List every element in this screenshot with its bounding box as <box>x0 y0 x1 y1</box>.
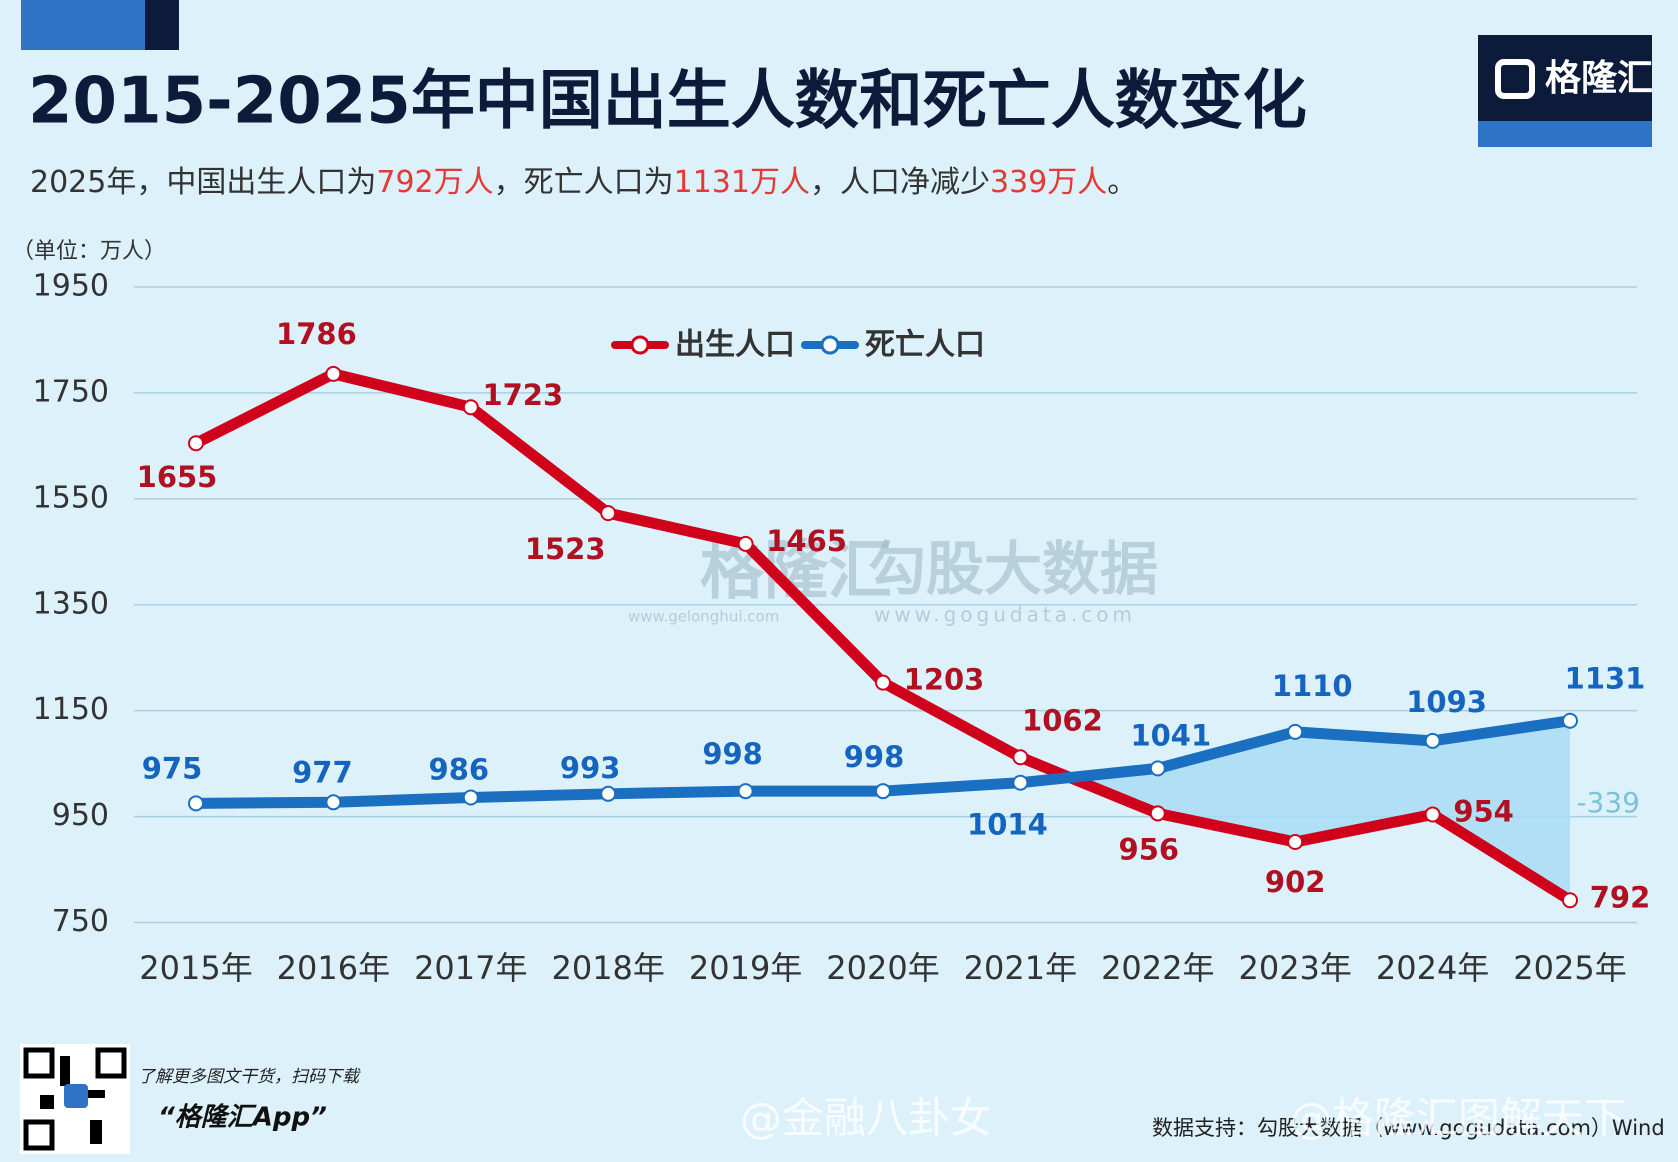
point <box>325 794 342 811</box>
subtitle-part: 。 <box>1107 165 1137 200</box>
point <box>737 535 754 552</box>
watermark: www.gogudata.com <box>874 603 1136 627</box>
data-label: 792 <box>1590 880 1651 914</box>
logo-strip <box>1478 121 1652 147</box>
x-tick-label: 2015年 <box>139 949 252 987</box>
logo-box <box>1478 35 1652 121</box>
point <box>188 795 204 812</box>
header-bar-dark <box>145 0 179 50</box>
point <box>1562 892 1578 909</box>
point <box>600 505 617 522</box>
data-label: 998 <box>844 740 905 774</box>
subtitle-part: 2025年，中国出生人口为 <box>30 165 376 200</box>
data-label: 998 <box>702 737 763 771</box>
data-label: 956 <box>1119 832 1180 866</box>
header-bar <box>21 0 145 50</box>
data-label: 1655 <box>137 460 218 494</box>
y-tick-label: 1750 <box>33 374 109 409</box>
footer-promo: 了解更多图文干货，扫码下载 <box>138 1067 361 1087</box>
data-label: 1723 <box>482 378 563 412</box>
footer-source: 数据支持：勾股大数据（www.gogudata.com）Wind <box>1152 1116 1665 1140</box>
subtitle-part: 339万人 <box>990 165 1107 200</box>
data-label: 1786 <box>276 317 357 351</box>
point <box>875 674 891 691</box>
data-label: 1523 <box>525 532 606 566</box>
x-tick-label: 2025年 <box>1513 949 1626 987</box>
subtitle-part: 792万人 <box>376 165 493 200</box>
watermark: 勾股大数据 <box>868 535 1158 603</box>
watermark: www.gelonghui.com <box>628 608 779 626</box>
x-tick-label: 2024年 <box>1376 949 1489 987</box>
data-label: 1062 <box>1022 703 1103 737</box>
point <box>1287 723 1304 740</box>
point <box>1012 749 1029 766</box>
subtitle: 2025年，中国出生人口为792万人，死亡人口为1131万人，人口净减少339万… <box>30 165 1137 200</box>
point <box>1012 774 1029 791</box>
point <box>1424 806 1441 823</box>
data-label: 1203 <box>904 663 985 697</box>
footer-app: “格隆汇App” <box>158 1103 327 1133</box>
data-label: 1131 <box>1565 662 1646 696</box>
point <box>1149 760 1166 777</box>
x-tick-label: 2023年 <box>1238 949 1351 987</box>
legend-label: 死亡人口 <box>865 328 985 363</box>
data-label: 1110 <box>1272 669 1353 703</box>
data-label: 1093 <box>1406 685 1487 719</box>
watermark: @格隆汇图解天下 <box>1290 1094 1626 1143</box>
x-tick-label: 2016年 <box>277 949 390 987</box>
point <box>188 435 204 452</box>
watermark: @金融八卦女 <box>740 1094 992 1143</box>
point <box>1287 834 1304 851</box>
subtitle-part: 1131万人 <box>674 165 810 200</box>
x-tick-label: 2017年 <box>414 949 527 987</box>
point <box>1149 805 1166 822</box>
point <box>462 789 479 806</box>
data-label: 1465 <box>766 524 847 558</box>
legend-marker <box>630 335 650 355</box>
point <box>325 365 342 382</box>
x-tick-label: 2019年 <box>689 949 802 987</box>
data-label: 1041 <box>1130 718 1211 752</box>
logo-icon <box>1495 59 1535 99</box>
point <box>737 783 754 800</box>
data-label: 986 <box>429 753 490 787</box>
subtitle-part: ，死亡人口为 <box>494 165 674 200</box>
data-label: 975 <box>142 751 203 785</box>
logo-text: 格隆汇 <box>1545 58 1653 99</box>
point <box>1424 732 1441 749</box>
y-tick-label: 750 <box>52 904 109 939</box>
y-tick-label: 1150 <box>33 692 109 727</box>
annotation: -339 <box>1576 786 1640 819</box>
qr-code <box>20 1044 130 1154</box>
point <box>462 399 479 416</box>
x-tick-label: 2018年 <box>551 949 664 987</box>
data-label: 954 <box>1453 794 1514 828</box>
y-tick-label: 950 <box>52 798 109 833</box>
data-label: 902 <box>1265 865 1326 899</box>
data-label: 977 <box>292 755 353 789</box>
data-label: 993 <box>560 751 621 785</box>
y-tick-label: 1350 <box>33 586 109 621</box>
x-tick-label: 2021年 <box>964 949 1077 987</box>
data-label: 1014 <box>967 808 1048 842</box>
point <box>600 785 617 802</box>
x-tick-label: 2022年 <box>1101 949 1214 987</box>
point <box>1562 712 1578 729</box>
chart-title: 2015-2025年中国出生人数和死亡人数变化 <box>28 65 1307 139</box>
unit-label: （单位：万人） <box>12 239 166 264</box>
legend-marker <box>820 335 840 355</box>
point <box>875 783 891 800</box>
legend-label: 出生人口 <box>675 328 795 363</box>
subtitle-part: ，人口净减少 <box>810 165 990 200</box>
x-tick-label: 2020年 <box>826 949 939 987</box>
y-tick-label: 1950 <box>33 269 109 304</box>
y-tick-label: 1550 <box>33 480 109 515</box>
gap-area <box>1069 720 1570 901</box>
